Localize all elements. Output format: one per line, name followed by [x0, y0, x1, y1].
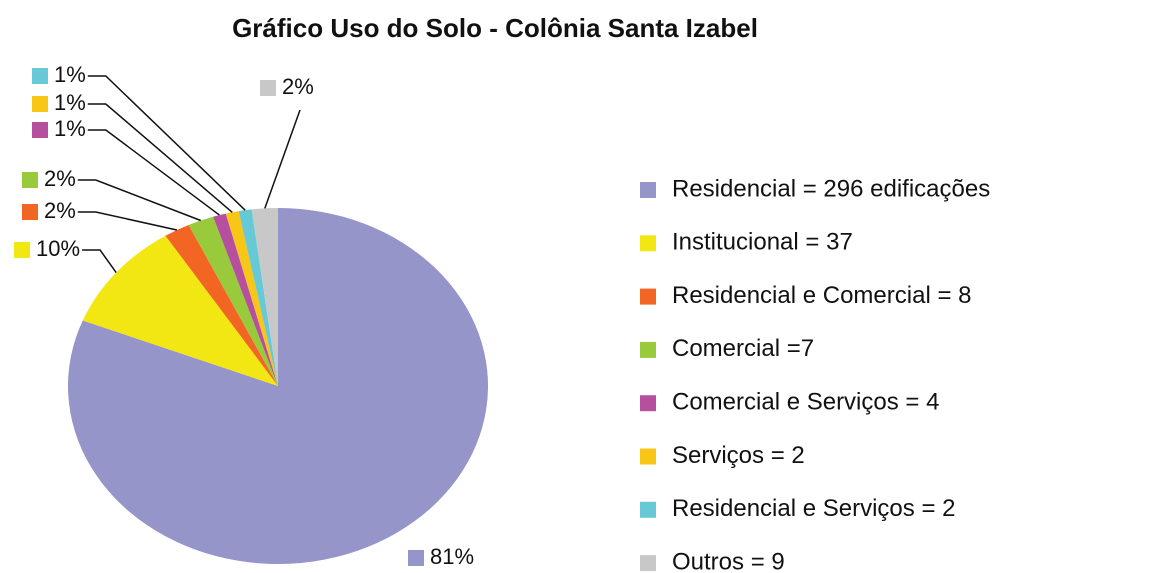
leader-line: [264, 109, 301, 209]
legend-label: Comercial e Serviços = 4: [672, 389, 939, 416]
label-marker: [22, 204, 38, 220]
legend-swatch: [640, 448, 656, 465]
legend-swatch: [640, 341, 656, 358]
leader-line: [82, 249, 117, 273]
legend-label: Residencial e Serviços = 2: [672, 495, 955, 522]
legend-swatch: [640, 182, 656, 198]
data-label: 10%: [36, 236, 80, 261]
pie-slice: [238, 209, 278, 386]
legend-swatch: [640, 235, 656, 252]
legend-label: Residencial e Comercial = 8: [672, 282, 971, 309]
label-marker: [32, 68, 48, 84]
data-label: 1%: [54, 62, 86, 87]
legend-label: Comercial =7: [672, 335, 814, 362]
pie-slice: [67, 208, 488, 565]
pie-slice: [165, 224, 278, 386]
label-marker: [260, 80, 276, 96]
chart-title: Gráfico Uso do Solo - Colônia Santa Izab…: [232, 13, 758, 43]
legend-label: Residencial = 296 edificações: [672, 175, 990, 202]
label-marker: [22, 172, 38, 188]
data-label: 2%: [44, 166, 76, 191]
label-marker: [14, 242, 30, 258]
pie-slice: [225, 211, 278, 386]
data-label: 2%: [44, 198, 76, 223]
legend-swatch: [640, 555, 656, 572]
legend-swatch: [640, 395, 656, 412]
legend-label: Outros = 9: [672, 548, 785, 573]
pie-slice: [213, 213, 278, 386]
leader-line: [87, 75, 246, 211]
pie-slice: [82, 235, 278, 386]
data-label: 81%: [430, 544, 474, 569]
legend-swatch: [640, 288, 656, 305]
legend-swatch: [640, 501, 656, 518]
label-marker: [32, 96, 48, 112]
leader-line: [77, 179, 201, 222]
data-label: 1%: [54, 116, 86, 141]
pie-slice: [251, 208, 278, 386]
label-marker: [32, 122, 48, 138]
legend-label: Institucional = 37: [672, 229, 853, 256]
leader-line: [87, 129, 220, 216]
legend-label: Serviços = 2: [672, 442, 805, 469]
data-label: 1%: [54, 90, 86, 115]
leader-line: [77, 211, 177, 231]
pie-slice: [188, 216, 278, 386]
data-label: 2%: [282, 74, 314, 99]
leader-line: [87, 103, 233, 213]
label-marker: [408, 550, 424, 566]
